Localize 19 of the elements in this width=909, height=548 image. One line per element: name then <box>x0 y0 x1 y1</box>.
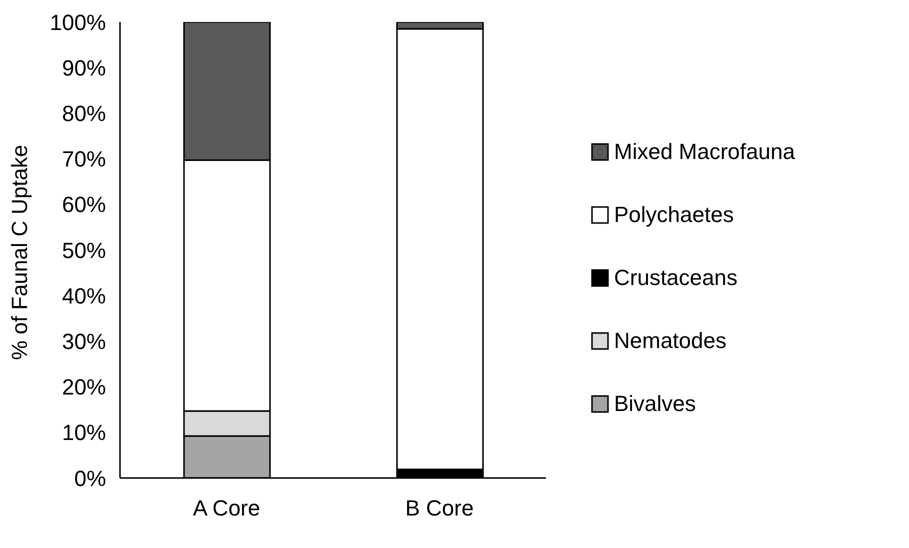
y-tick-label: 50% <box>62 238 106 263</box>
legend-label: Polychaetes <box>614 202 734 228</box>
y-tick-label: 60% <box>62 192 106 218</box>
y-tick-label: 40% <box>62 283 106 308</box>
y-axis-title: % of Faunal C Uptake <box>6 144 32 360</box>
x-tick-label: B Core <box>405 496 474 521</box>
x-tick-label: A Core <box>192 496 260 521</box>
y-tick-label: 70% <box>62 146 106 172</box>
y-tick-label: 30% <box>62 329 106 354</box>
y-tick-label: 90% <box>62 55 106 80</box>
legend-label: Nematodes <box>614 328 727 354</box>
y-tick-label: 20% <box>62 374 106 400</box>
y-tick-label: 10% <box>62 420 106 446</box>
legend-label: Crustaceans <box>614 265 738 291</box>
y-tick-label: 80% <box>62 101 106 126</box>
legend-label: Mixed Macrofauna <box>614 139 795 165</box>
legend-label: Bivalves <box>614 391 696 417</box>
y-tick-label: 0% <box>74 466 106 491</box>
y-tick-label: 100% <box>50 10 106 35</box>
